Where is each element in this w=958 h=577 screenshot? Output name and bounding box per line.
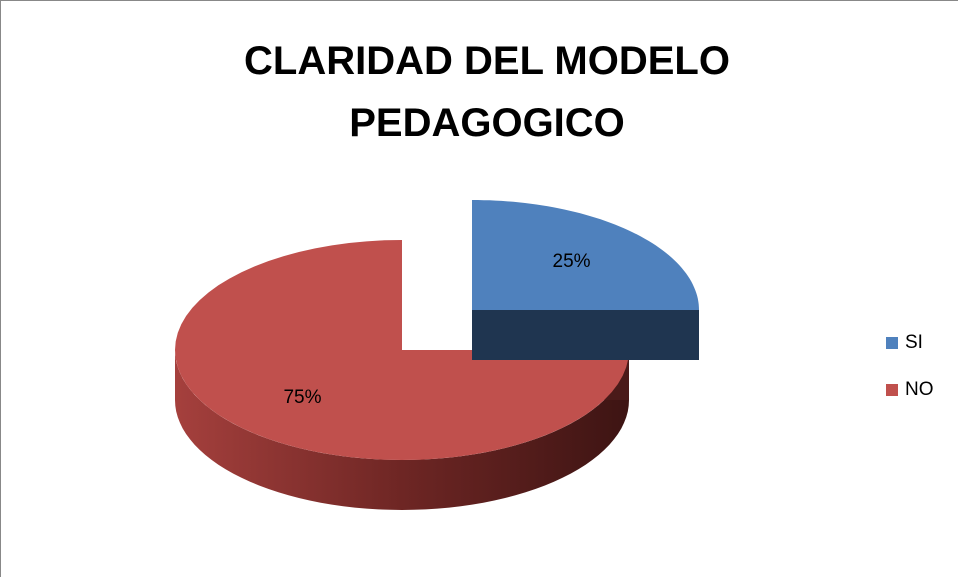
data-label: 25% [553, 251, 591, 272]
legend-swatch [886, 384, 898, 396]
slice-face [472, 310, 699, 360]
legend-label: NO [905, 379, 934, 400]
slice [175, 240, 629, 460]
chart-title: CLARIDAD DEL MODELO PEDAGOGICO [244, 39, 730, 145]
legend-swatch [886, 337, 898, 349]
slice [472, 200, 699, 310]
slice-side [175, 350, 629, 510]
data-label: 75% [283, 387, 321, 408]
legend-label: SI [905, 332, 923, 353]
